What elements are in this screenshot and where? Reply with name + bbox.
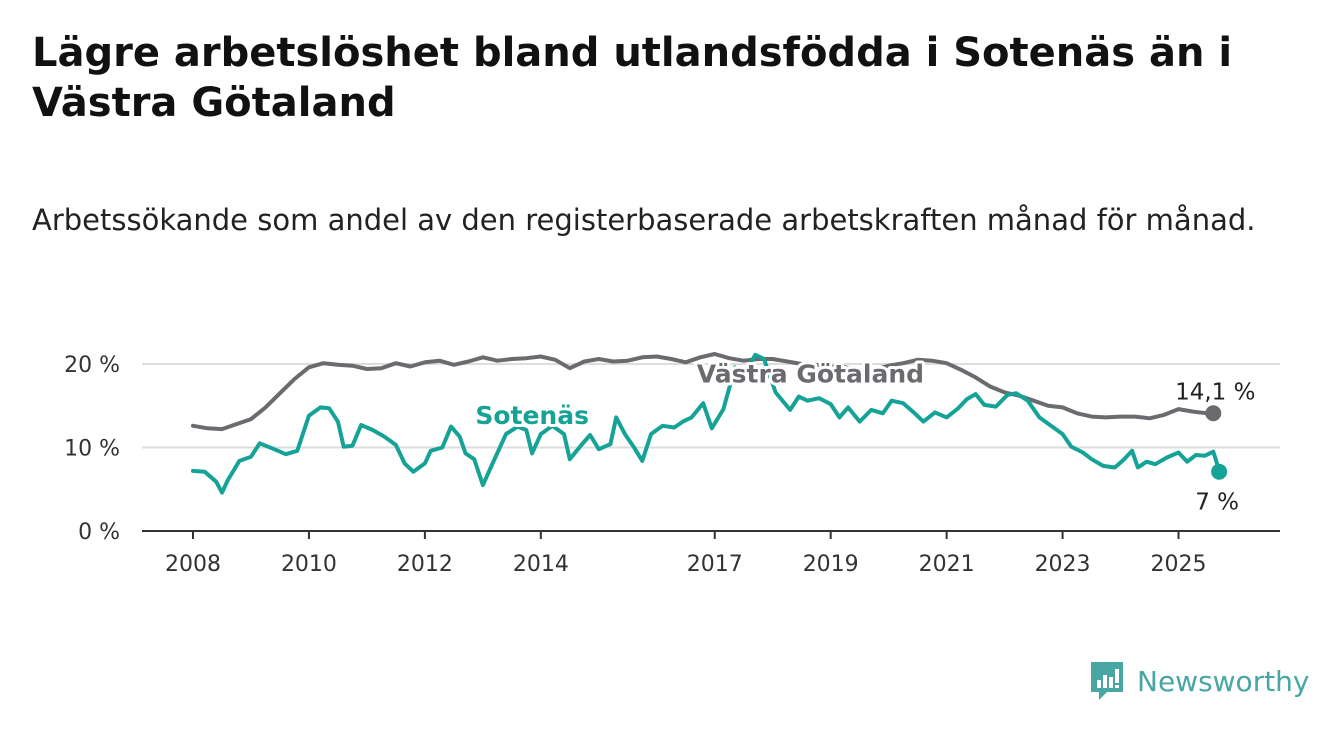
y-tick-label: 0 % (78, 520, 120, 545)
x-tick-label: 2017 (687, 552, 743, 577)
y-tick-label: 20 % (64, 353, 120, 378)
series-line-1 (191, 352, 1222, 495)
y-tick-label: 10 % (64, 437, 120, 462)
x-tick-label: 2012 (397, 552, 453, 577)
x-tick-label: 2023 (1035, 552, 1091, 577)
series-labels: Västra Götaland Sotenäs 14,1 % 7 % (472, 356, 1258, 518)
x-tick-label: 2010 (281, 552, 337, 577)
chart-title: Lägre arbetslöshet bland utlandsfödda i … (32, 30, 1233, 126)
end-label-sotenas: 7 % (1195, 490, 1239, 516)
x-tick-label: 2025 (1151, 552, 1207, 577)
series-line-0 (191, 352, 1216, 432)
newsworthy-logo-icon (1091, 662, 1123, 700)
series-label-vastra-gotaland: Västra Götaland (697, 359, 924, 388)
series-end-marker-0 (1205, 405, 1222, 422)
x-tick-label: 2014 (513, 552, 569, 577)
x-tick-label: 2021 (919, 552, 975, 577)
y-axis-ticks: 0 % 10 % 20 % (64, 353, 120, 545)
end-label-vastra-gotaland: 14,1 % (1175, 379, 1255, 405)
series-end-marker-1 (1211, 463, 1228, 480)
x-axis: 2008 2010 2012 2014 2017 2019 2021 2023 2025 (142, 530, 1280, 577)
series-label-sotenas: Sotenäs (475, 401, 589, 430)
brand-name: Newsworthy (1137, 664, 1310, 698)
chart-subtitle: Arbetssökande som andel av den registerb… (32, 203, 1256, 237)
brand-logo: Newsworthy (1089, 660, 1310, 702)
x-tick-label: 2019 (803, 552, 859, 577)
x-tick-label: 2008 (165, 552, 221, 577)
series-lines (191, 352, 1228, 495)
line-chart: 0 % 10 % 20 % 2008 2010 2012 2014 2017 2019 2021… (64, 352, 1280, 577)
